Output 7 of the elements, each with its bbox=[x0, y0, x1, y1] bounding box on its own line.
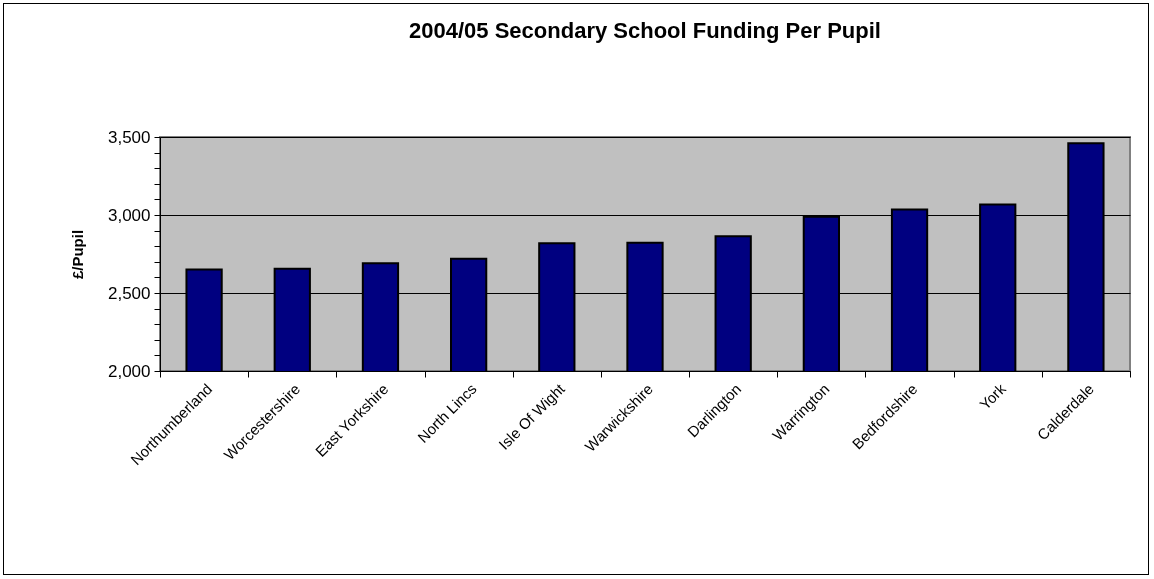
x-tick-label: York bbox=[975, 379, 1010, 413]
y-tick-label: 3,500 bbox=[107, 127, 151, 147]
chart-title: 2004/05 Secondary School Funding Per Pupil bbox=[409, 18, 881, 43]
y-axis-title: £/Pupil bbox=[68, 229, 86, 280]
y-tick-label: 2,000 bbox=[107, 361, 151, 381]
y-tick-label: 2,500 bbox=[107, 283, 151, 303]
y-tick-label: 3,000 bbox=[107, 205, 151, 225]
